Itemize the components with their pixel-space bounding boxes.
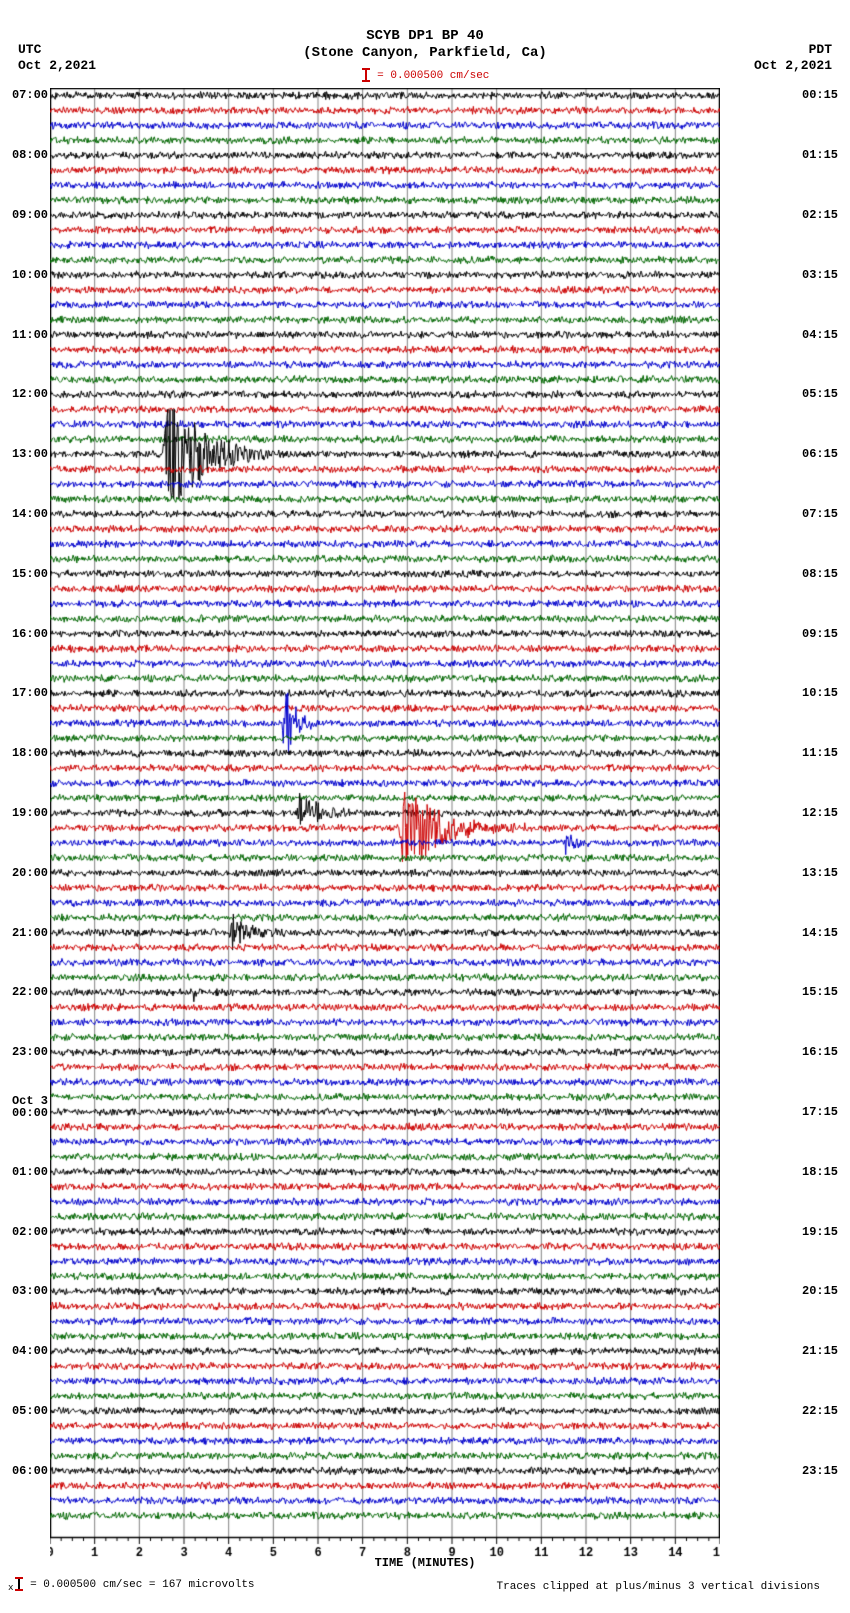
footer-bar-icon: [18, 1577, 20, 1591]
station-location: (Stone Canyon, Parkfield, Ca): [0, 45, 850, 62]
y-axis-tick: 18:00: [0, 746, 48, 760]
seismogram-canvas: [50, 88, 720, 1568]
y-axis-tick: 17:00: [0, 686, 48, 700]
y-axis-tick: 14:15: [802, 926, 850, 940]
y-axis-tick: 00:15: [802, 88, 850, 102]
y-axis-tick: 17:15: [802, 1105, 850, 1119]
y-axis-labels-utc: 07:00 08:00 09:00 10:00 11:00 12:00 13:00 14:00…: [0, 88, 48, 1538]
y-axis-tick: 13:15: [802, 866, 850, 880]
y-axis-tick: 02:00: [0, 1225, 48, 1239]
y-axis-tick: 20:15: [802, 1284, 850, 1298]
tz-right-label: PDT: [754, 42, 832, 58]
y-axis-tick: 19:15: [802, 1225, 850, 1239]
y-axis-tick: 03:15: [802, 268, 850, 282]
y-axis-tick: 02:15: [802, 208, 850, 222]
scale-text: = 0.000500 cm/sec: [371, 70, 490, 82]
station-id: SCYB DP1 BP 40: [0, 28, 850, 45]
y-axis-tick: 12:00: [0, 387, 48, 401]
y-axis-labels-pdt: 00:15 01:15 02:15 03:15 04:15 05:15 06:15 07:15…: [802, 88, 850, 1538]
y-axis-tick: 11:00: [0, 328, 48, 342]
y-axis-tick: 21:00: [0, 926, 48, 940]
y-axis-tick: 09:00: [0, 208, 48, 222]
timezone-left: UTC Oct 2,2021: [18, 42, 96, 73]
y-axis-tick: 06:00: [0, 1464, 48, 1478]
y-axis-tick: 21:15: [802, 1344, 850, 1358]
y-axis-tick: 07:00: [0, 88, 48, 102]
y-axis-tick: 15:15: [802, 985, 850, 999]
y-axis-tick: 23:00: [0, 1045, 48, 1059]
y-axis-tick: 08:00: [0, 148, 48, 162]
y-axis-tick: 04:00: [0, 1344, 48, 1358]
footer-scale: x = 0.000500 cm/sec = 167 microvolts: [8, 1577, 255, 1593]
y-axis-tick: 05:15: [802, 387, 850, 401]
y-axis-tick: 16:15: [802, 1045, 850, 1059]
chart-header: SCYB DP1 BP 40 (Stone Canyon, Parkfield,…: [0, 28, 850, 62]
y-axis-tick: 22:15: [802, 1404, 850, 1418]
y-axis-tick: 15:00: [0, 567, 48, 581]
y-axis-tick: 22:00: [0, 985, 48, 999]
y-axis-tick: 13:00: [0, 447, 48, 461]
y-axis-tick: 10:00: [0, 268, 48, 282]
scale-bar-icon: [365, 68, 367, 82]
seismogram-plot: [50, 88, 720, 1538]
y-axis-tick: 16:00: [0, 627, 48, 641]
tz-left-date: Oct 2,2021: [18, 58, 96, 74]
y-axis-tick: 01:00: [0, 1165, 48, 1179]
footer-clip-note: Traces clipped at plus/minus 3 vertical …: [497, 1581, 820, 1593]
y-axis-tick: 14:00: [0, 507, 48, 521]
y-axis-tick: 06:15: [802, 447, 850, 461]
y-axis-tick: 23:15: [802, 1464, 850, 1478]
y-axis-tick: 12:15: [802, 806, 850, 820]
y-axis-tick: Oct 300:00: [0, 1094, 48, 1120]
y-axis-tick: 04:15: [802, 328, 850, 342]
y-axis-tick: 19:00: [0, 806, 48, 820]
footer-left-text: = 0.000500 cm/sec = 167 microvolts: [24, 1579, 255, 1591]
y-axis-tick: 10:15: [802, 686, 850, 700]
y-axis-tick: 20:00: [0, 866, 48, 880]
y-axis-tick: 09:15: [802, 627, 850, 641]
y-axis-tick: 11:15: [802, 746, 850, 760]
y-axis-tick: 03:00: [0, 1284, 48, 1298]
y-axis-tick: 08:15: [802, 567, 850, 581]
x-axis-label: TIME (MINUTES): [0, 1556, 850, 1570]
y-axis-tick: 05:00: [0, 1404, 48, 1418]
y-axis-tick: 18:15: [802, 1165, 850, 1179]
tz-right-date: Oct 2,2021: [754, 58, 832, 74]
scale-indicator: = 0.000500 cm/sec: [0, 68, 850, 82]
tz-left-label: UTC: [18, 42, 96, 58]
y-axis-tick: 01:15: [802, 148, 850, 162]
y-axis-tick: 07:15: [802, 507, 850, 521]
timezone-right: PDT Oct 2,2021: [754, 42, 832, 73]
